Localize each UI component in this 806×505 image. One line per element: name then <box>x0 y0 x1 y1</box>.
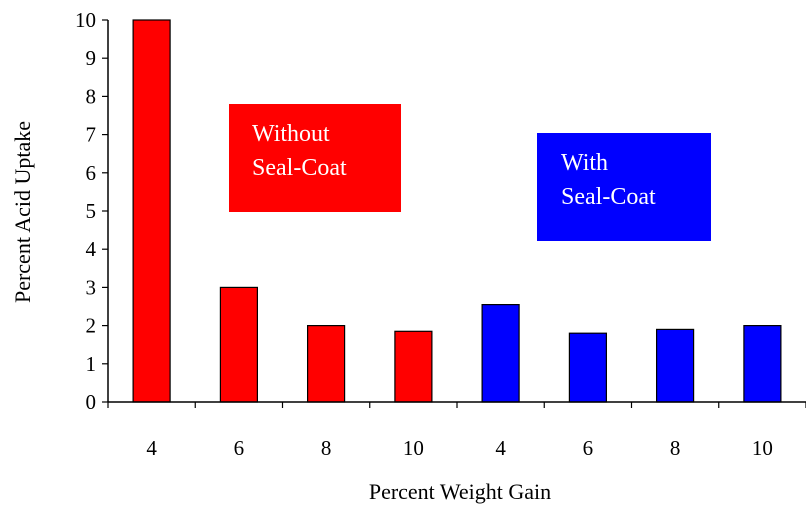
bar-g2-10 <box>743 325 782 403</box>
x-tick-label: 8 <box>321 436 332 460</box>
group-label-text: Seal-Coat <box>561 184 656 210</box>
y-tick-label: 4 <box>86 237 97 261</box>
y-tick-label: 6 <box>86 161 97 185</box>
y-tick-label: 3 <box>86 275 97 299</box>
x-tick-label: 10 <box>752 436 773 460</box>
y-tick-label: 7 <box>86 123 97 147</box>
bar-g1-10 <box>394 330 433 403</box>
x-axis-label: Percent Weight Gain <box>369 479 551 504</box>
group-label-box-2 <box>537 133 711 241</box>
y-tick-label: 1 <box>86 352 97 376</box>
x-tick-label: 8 <box>670 436 681 460</box>
y-tick-label: 10 <box>75 8 96 32</box>
group-label-text: Seal-Coat <box>252 155 347 181</box>
x-tick-label: 6 <box>234 436 245 460</box>
x-tick-label: 10 <box>403 436 424 460</box>
y-tick-label: 8 <box>86 84 97 108</box>
ticks-layer: 4 6 8 10 4 6 8 10 0 1 2 3 4 5 6 7 8 9 10 <box>75 8 806 460</box>
x-tick-label: 4 <box>146 436 157 460</box>
group-label-box-1 <box>229 104 401 212</box>
bar-g2-8 <box>655 328 695 403</box>
group-label-text: Without <box>252 121 330 147</box>
bar-g2-4 <box>481 304 520 403</box>
y-axis-label: Percent Acid Uptake <box>10 121 35 303</box>
y-tick-label: 0 <box>86 390 97 414</box>
bars-layer <box>132 19 782 403</box>
y-tick-label: 2 <box>86 314 97 338</box>
annotations-layer: Without Seal-Coat With Seal-Coat <box>229 104 711 241</box>
bar-g1-8 <box>307 325 346 403</box>
y-tick-label: 5 <box>86 199 97 223</box>
x-tick-label: 6 <box>583 436 594 460</box>
group-label-text: With <box>561 150 608 176</box>
bar-g2-6 <box>568 332 608 403</box>
x-tick-label: 4 <box>495 436 506 460</box>
bar-g1-4 <box>132 19 171 403</box>
y-tick-label: 9 <box>86 46 97 70</box>
bar-g1-6 <box>219 286 258 403</box>
